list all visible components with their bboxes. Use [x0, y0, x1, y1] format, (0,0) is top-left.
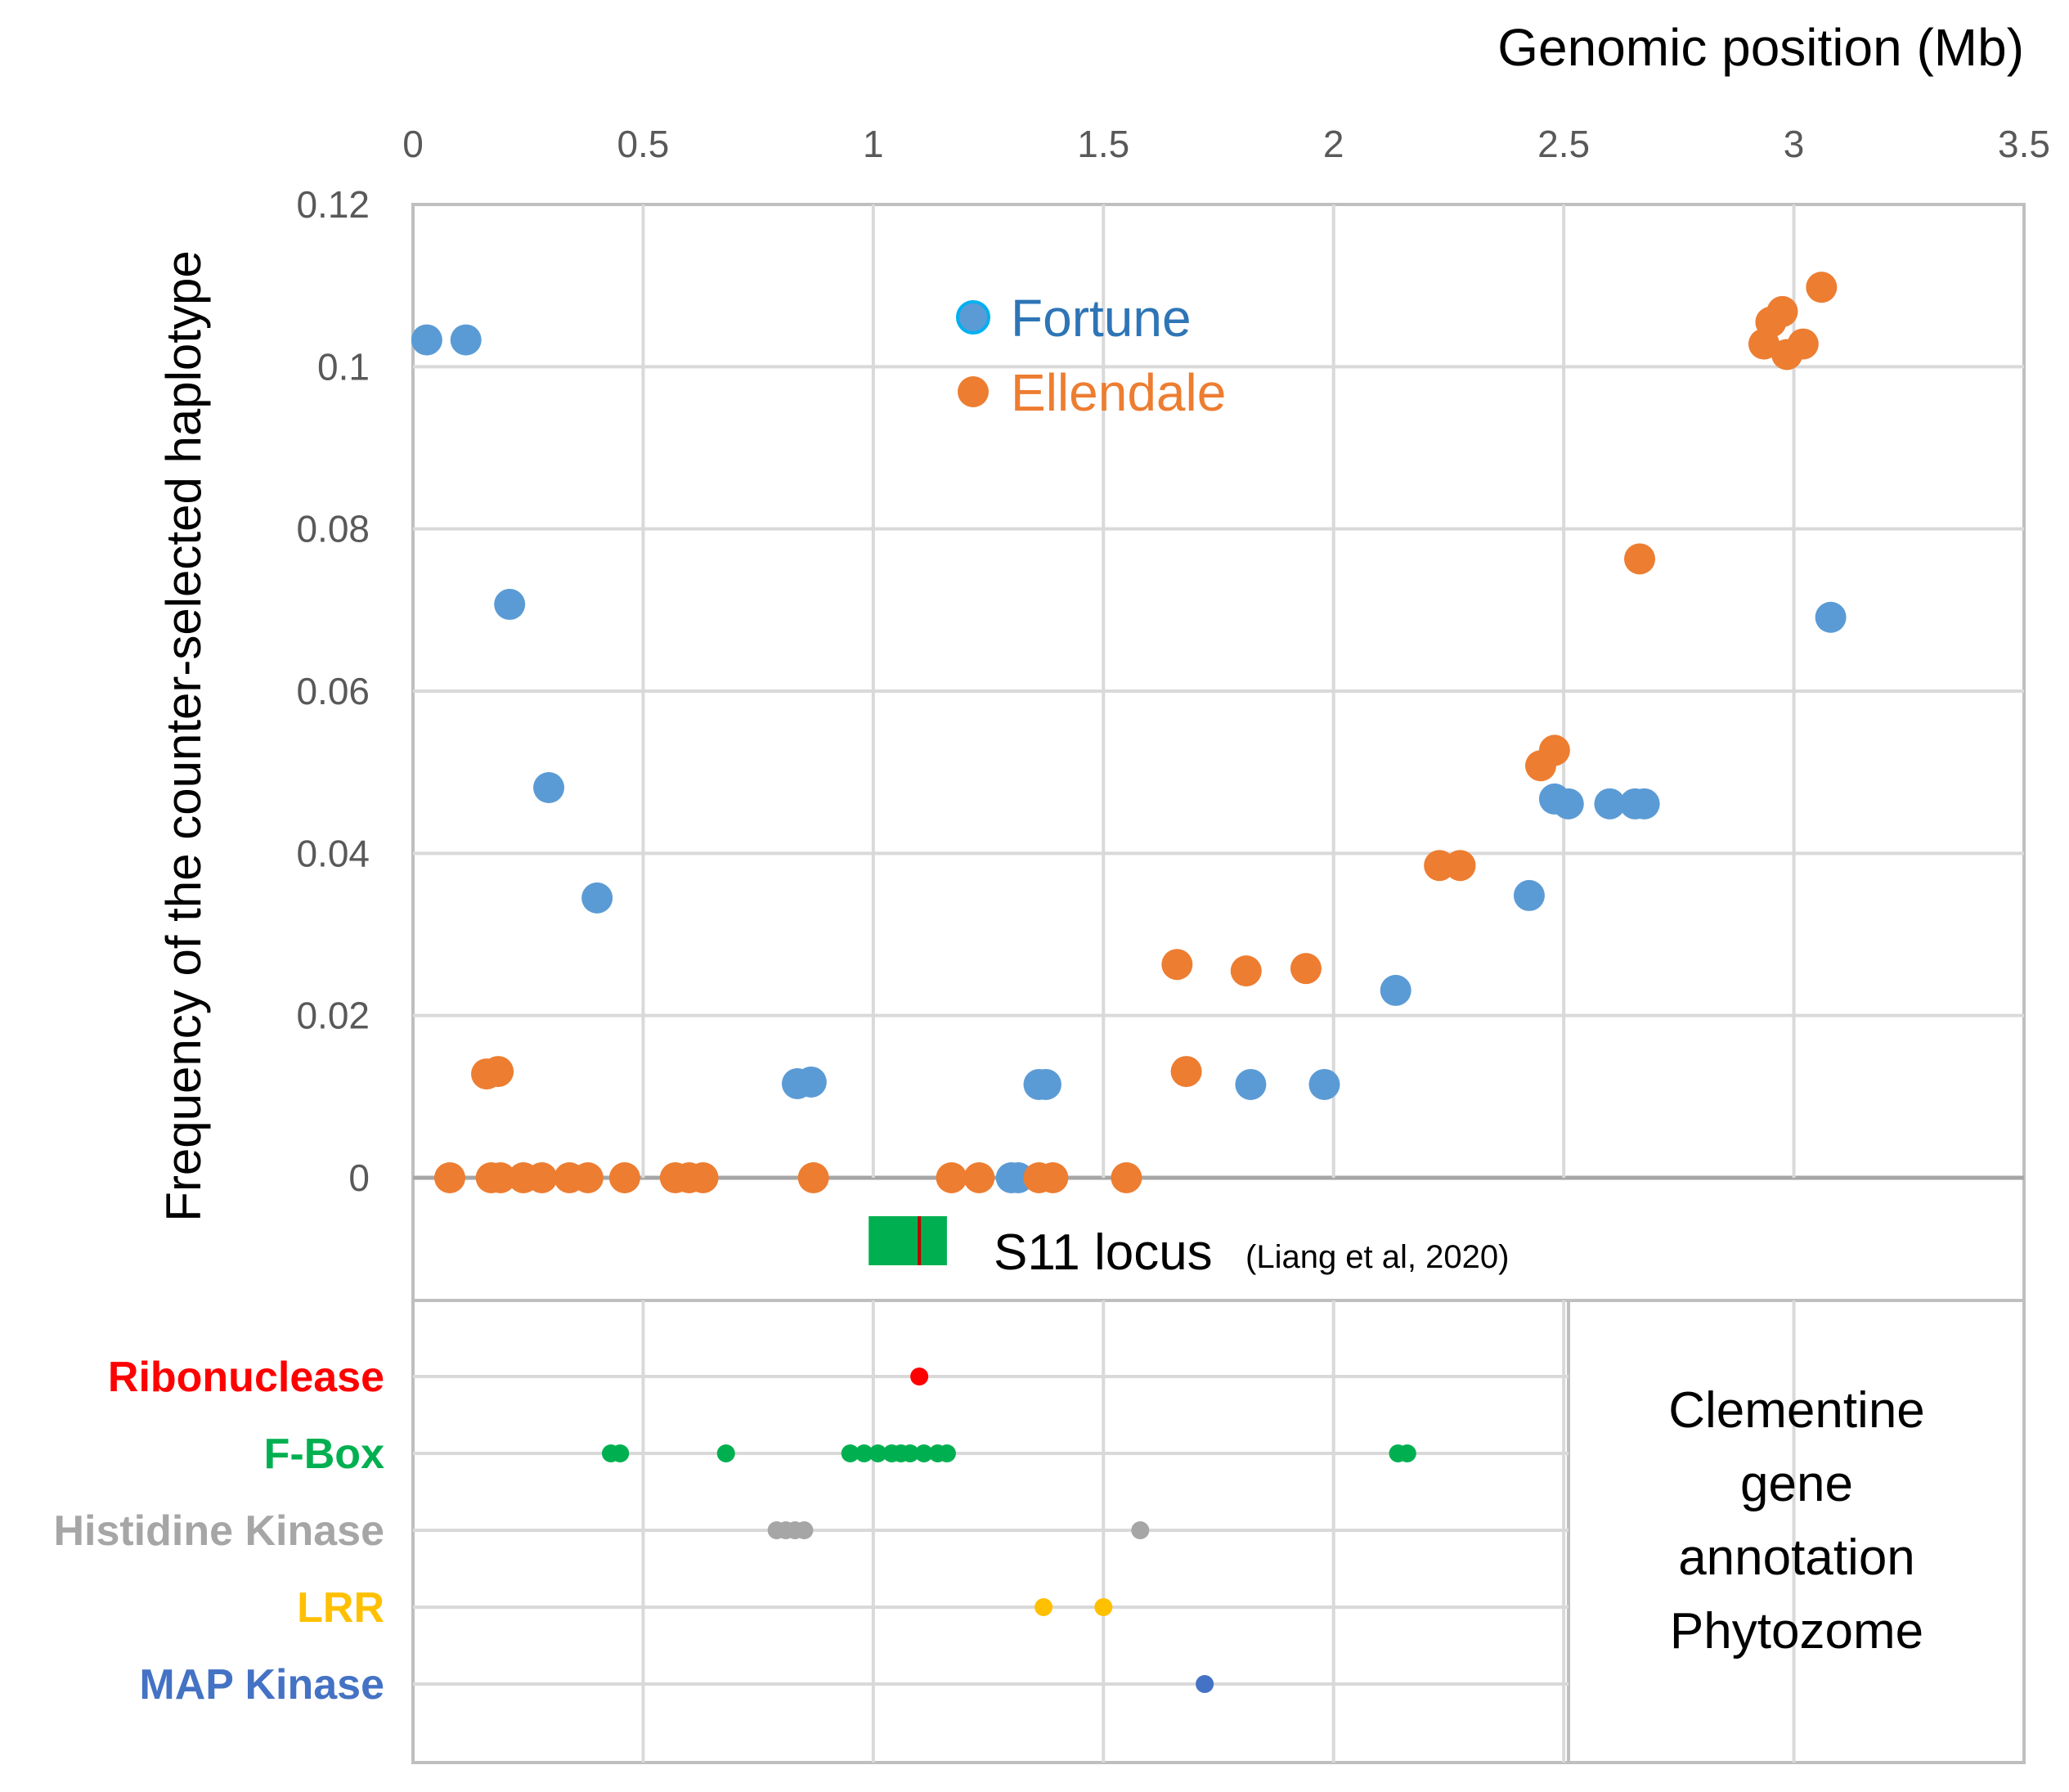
data-point-fortune — [1308, 1068, 1340, 1100]
x-tick-label: 1.5 — [1077, 123, 1129, 165]
data-point-ellendale — [797, 1162, 829, 1193]
axis-ticks: 0 0.5 1 1.5 2 2.5 3 3.5 0 0.02 0.04 0.06 0.08 0.1 0.12 — [296, 123, 2050, 1199]
gene-marker-ribonuclease — [910, 1368, 929, 1386]
y-tick-label: 0.08 — [296, 508, 370, 550]
s11-locus-label: S11 locus — [994, 1224, 1213, 1281]
data-point-ellendale — [1230, 955, 1262, 987]
data-point-ellendale — [1111, 1162, 1142, 1193]
data-point-ellendale — [1290, 953, 1322, 985]
x-tick-label: 3.5 — [1998, 123, 2050, 165]
data-point-ellendale — [1806, 272, 1838, 303]
legend-marker-fortune — [956, 300, 990, 335]
data-point-fortune — [1513, 879, 1545, 911]
gene-marker-lrr — [1034, 1598, 1053, 1616]
data-point-fortune — [533, 772, 565, 804]
y-tick-label: 0 — [348, 1156, 370, 1199]
data-point-fortune — [1594, 788, 1626, 820]
legend-label-fortune: Fortune — [1011, 289, 1192, 348]
y-tick-label: 0.06 — [296, 670, 370, 712]
data-point-ellendale — [1161, 949, 1193, 981]
gene-marker-f-box — [855, 1444, 873, 1462]
gene-marker-map-kinase — [1196, 1675, 1214, 1693]
annotation-source-line-3: annotation — [1678, 1529, 1915, 1586]
grid-lines — [413, 204, 2024, 1763]
data-point-ellendale — [1037, 1162, 1069, 1193]
data-point-ellendale — [1787, 328, 1819, 360]
gene-marker-f-box — [937, 1444, 956, 1462]
data-point-ellendale — [1170, 1056, 1202, 1088]
gene-marker-lrr — [1094, 1598, 1113, 1616]
data-point-ellendale — [963, 1162, 995, 1193]
s11-citation: (Liang et al, 2020) — [1245, 1239, 1509, 1275]
gene-track-label-map-kinase: MAP Kinase — [139, 1661, 384, 1709]
data-point-fortune — [494, 588, 526, 620]
data-point-fortune — [1380, 974, 1411, 1006]
gene-track-label-f-box: F-Box — [264, 1430, 384, 1478]
gene-marker-f-box — [611, 1444, 630, 1462]
data-point-fortune — [581, 882, 613, 914]
x-axis-title: Genomic position (Mb) — [1497, 18, 2024, 77]
legend-label-ellendale: Ellendale — [1011, 363, 1226, 422]
data-point-fortune — [795, 1066, 827, 1098]
annotation-source-line-2: gene — [1740, 1456, 1853, 1512]
x-tick-label: 0 — [402, 123, 424, 165]
gene-track-label-ribonuclease: Ribonuclease — [108, 1354, 384, 1401]
data-point-ellendale — [1624, 543, 1656, 575]
gene-marker-f-box — [914, 1444, 933, 1462]
y-axis-title: Frequency of the counter-selected haplot… — [156, 250, 211, 1221]
gene-marker-f-box — [841, 1444, 859, 1462]
data-point-fortune — [1030, 1068, 1061, 1100]
y-tick-label: 0.04 — [296, 832, 370, 874]
data-point-ellendale — [1766, 295, 1798, 327]
y-tick-label: 0.02 — [296, 995, 370, 1037]
gene-marker-histidine-kinase — [1131, 1521, 1150, 1539]
data-point-ellendale — [434, 1162, 466, 1193]
x-tick-label: 1 — [863, 123, 884, 165]
data-point-ellendale — [1444, 850, 1476, 882]
x-tick-label: 2.5 — [1537, 123, 1590, 165]
data-point-ellendale — [687, 1162, 719, 1193]
s11-locus-bar — [868, 1216, 947, 1265]
data-points — [411, 272, 1847, 1193]
legend-marker-ellendale — [958, 376, 989, 407]
data-point-fortune — [1552, 788, 1584, 820]
gene-track-label-lrr: LRR — [297, 1584, 384, 1632]
x-tick-label: 0.5 — [617, 123, 669, 165]
annotation-source-line-4: Phytozome — [1670, 1603, 1923, 1660]
data-point-ellendale — [526, 1162, 558, 1193]
data-point-ellendale — [1538, 734, 1570, 766]
data-point-fortune — [1815, 601, 1847, 633]
data-point-fortune — [1235, 1068, 1267, 1100]
gene-marker-f-box — [900, 1444, 919, 1462]
gene-marker-f-box — [1398, 1444, 1416, 1462]
data-point-fortune — [1628, 788, 1660, 820]
data-point-ellendale — [572, 1162, 604, 1193]
data-point-fortune — [450, 324, 482, 356]
gene-tracks: Ribonuclease F-Box Histidine Kinase LRR MAP … — [53, 1354, 1416, 1709]
x-tick-label: 2 — [1323, 123, 1344, 165]
y-tick-label: 0.12 — [296, 183, 370, 226]
gene-marker-f-box — [868, 1444, 887, 1462]
data-point-ellendale — [936, 1162, 967, 1193]
x-tick-label: 3 — [1784, 123, 1805, 165]
data-point-ellendale — [484, 1162, 516, 1193]
data-point-ellendale — [482, 1056, 514, 1088]
data-point-ellendale — [608, 1162, 640, 1193]
gene-track-label-histidine-kinase: Histidine Kinase — [53, 1507, 384, 1555]
gene-marker-histidine-kinase — [795, 1521, 814, 1539]
gene-marker-f-box — [716, 1444, 735, 1462]
data-point-fortune — [411, 324, 442, 356]
y-tick-label: 0.1 — [317, 345, 370, 388]
annotation-source-line-1: Clementine — [1668, 1382, 1925, 1439]
